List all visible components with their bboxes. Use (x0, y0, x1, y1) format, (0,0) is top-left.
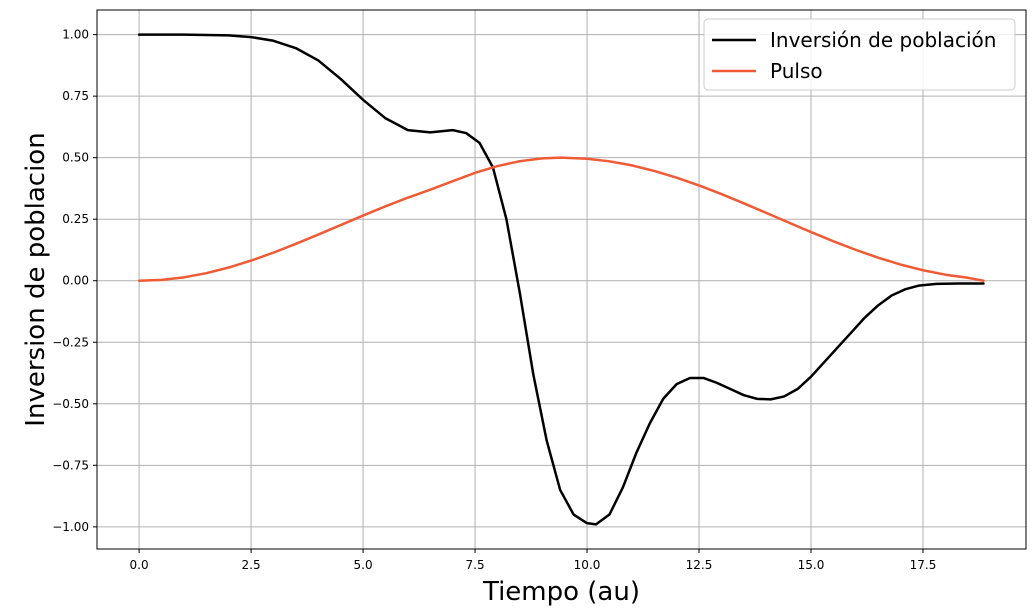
legend-box (703, 18, 1016, 91)
y-tick-label: 0.00 (62, 274, 89, 288)
series-line-2 (137, 156, 985, 282)
x-tick-label: 15.0 (798, 558, 825, 572)
grid-lines (97, 10, 1026, 549)
legend: Inversión de población Pulso (703, 18, 1016, 91)
x-tick-label: 0.0 (130, 558, 149, 572)
y-tick-label: 1.00 (62, 28, 89, 42)
x-axis-label: Tiempo (au) (482, 577, 640, 607)
x-tick-label: 12.5 (686, 558, 713, 572)
axis-ticks: 0.0 2.5 5.0 7.5 10.0 12.5 15.0 17.5 1.00 0.75 0.50… (52, 28, 936, 572)
y-tick-label: 0.75 (62, 89, 89, 103)
x-tick-label: 10.0 (574, 558, 601, 572)
y-axis-label: Inversion de poblacion (21, 132, 51, 426)
y-tick-label: 0.50 (62, 151, 89, 165)
legend-label: Inversión de población (770, 28, 996, 52)
x-tick-label: 7.5 (466, 558, 485, 572)
legend-label: Pulso (770, 59, 823, 83)
y-tick-label: −0.50 (52, 397, 89, 411)
x-tick-label: 17.5 (910, 558, 937, 572)
y-tick-label: −1.00 (52, 520, 89, 534)
x-tick-label: 5.0 (354, 558, 373, 572)
y-tick-label: 0.25 (62, 212, 89, 226)
plot-frame (96, 9, 1027, 550)
x-tick-label: 2.5 (242, 558, 261, 572)
series-layer (137, 33, 985, 526)
series-line-1 (137, 33, 985, 526)
y-tick-label: −0.75 (52, 458, 89, 472)
y-tick-label: −0.25 (52, 335, 89, 349)
